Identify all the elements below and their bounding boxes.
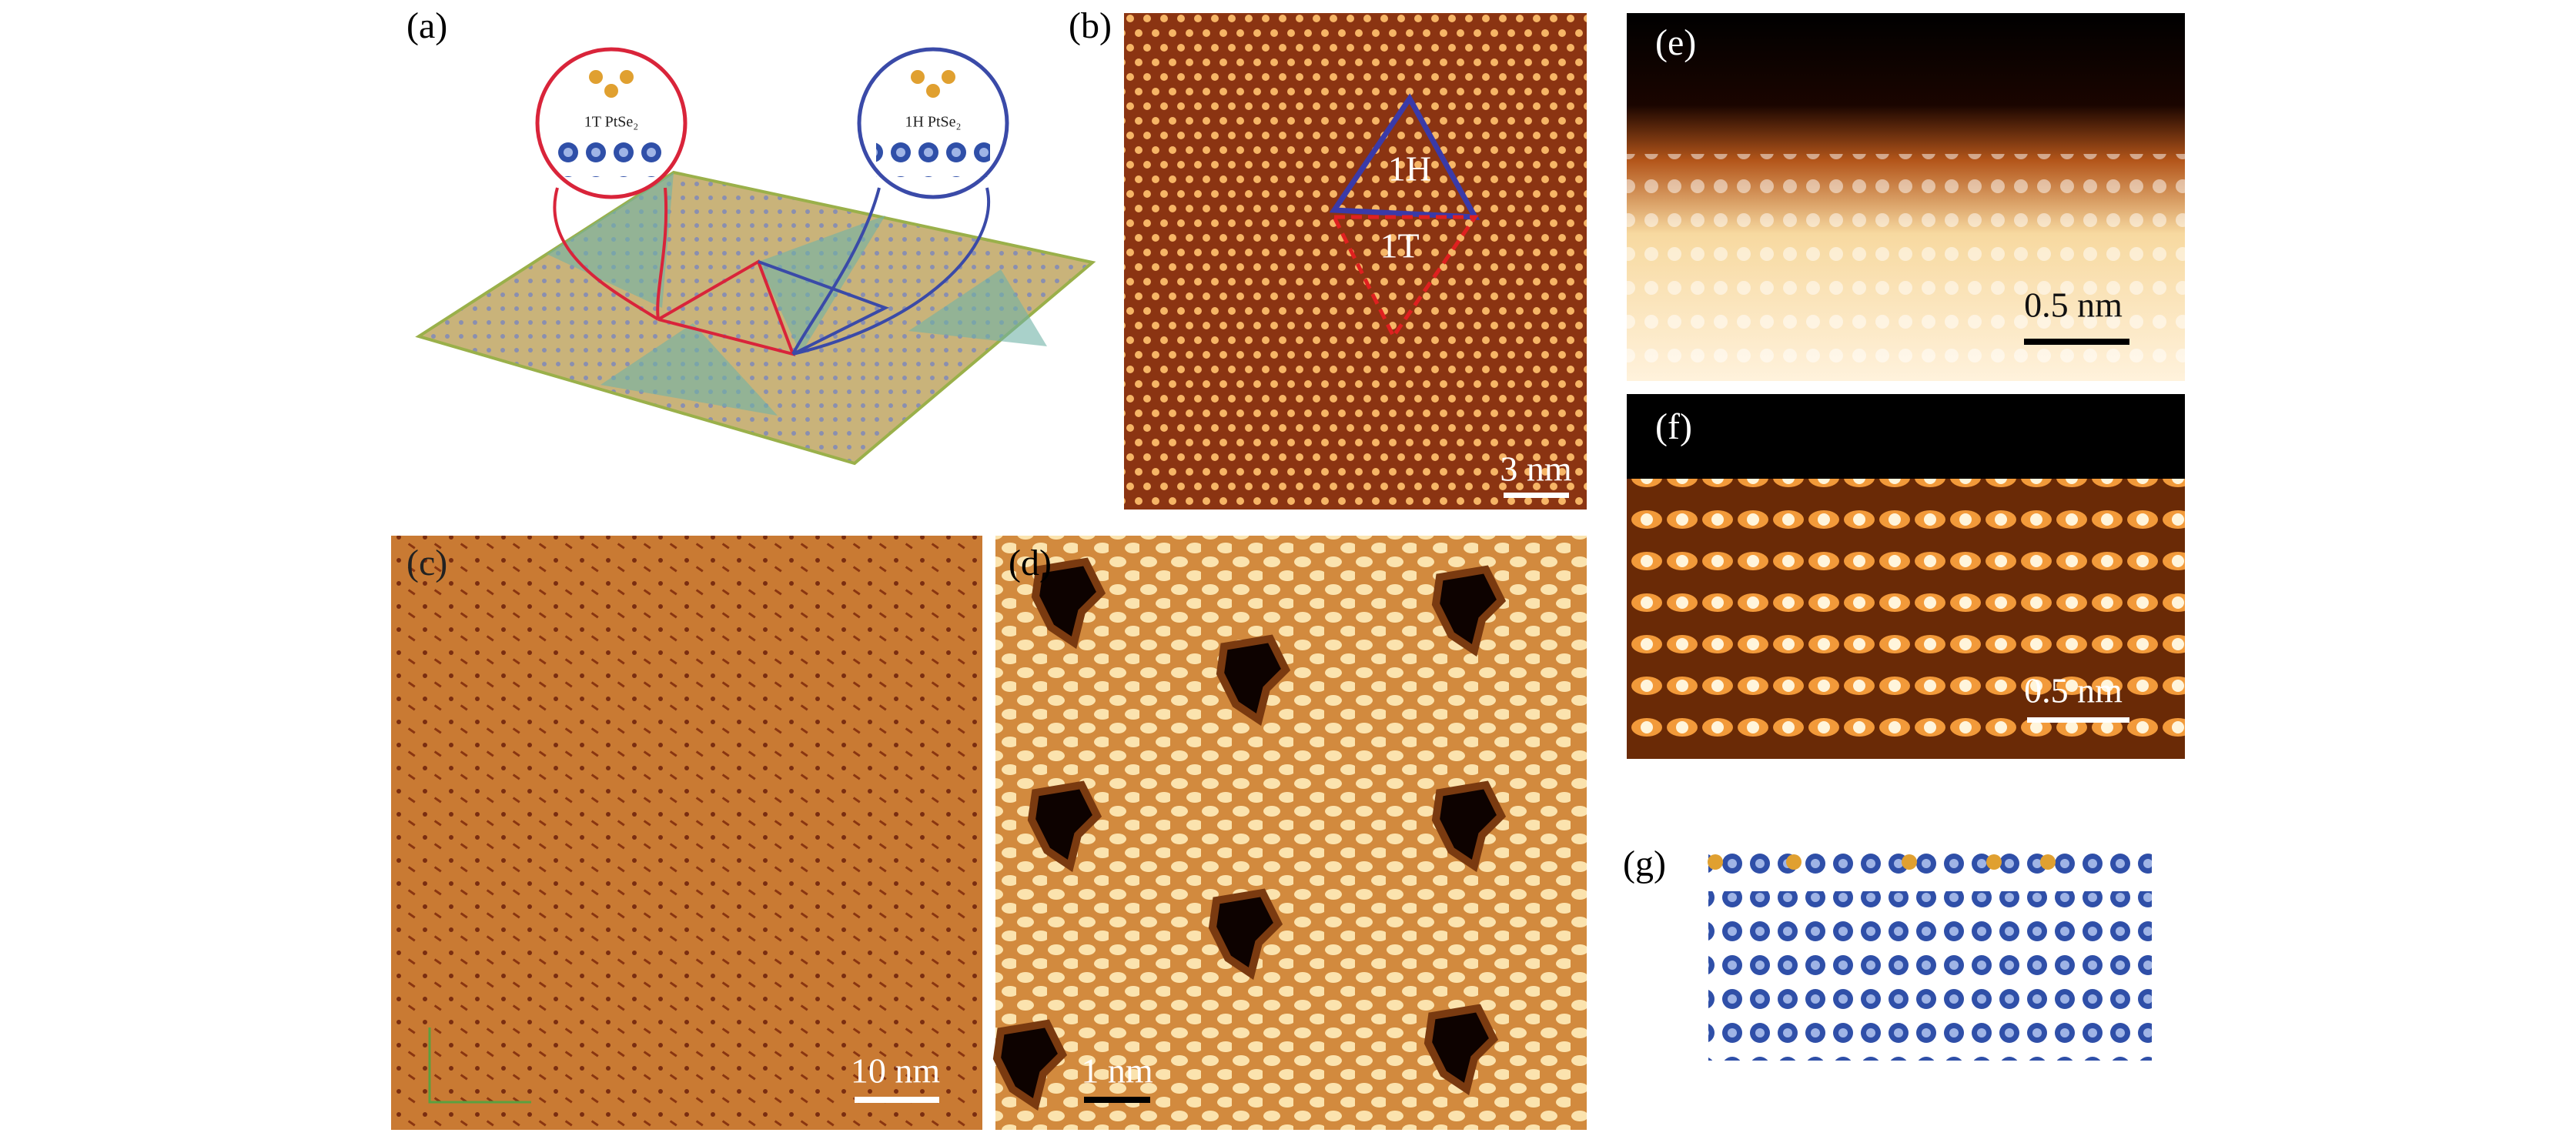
panel-label: (f) bbox=[1655, 406, 1692, 447]
scale-bar-label: 3 nm bbox=[1500, 449, 1572, 489]
panel-label: (c) bbox=[406, 543, 447, 583]
vacuum bbox=[1627, 394, 2185, 479]
scale-bar-label: 0.5 nm bbox=[2024, 286, 2123, 325]
panel-f: (f) 0.5 nm bbox=[1627, 394, 2185, 759]
triangle-1t bbox=[1330, 215, 1479, 340]
panel-c: (c) 10 nm bbox=[391, 536, 982, 1130]
panel-b: (b) 1H 1T 3 nm bbox=[1069, 5, 1587, 510]
scale-bar-label: 1 nm bbox=[1081, 1051, 1153, 1091]
panel-a: (a) 1T PtSe₂ 1H PtSe₂ bbox=[406, 5, 1096, 466]
atom-row bbox=[1708, 850, 2152, 884]
scale-bar bbox=[2027, 717, 2129, 723]
stm-image bbox=[1124, 13, 1587, 510]
stm-image bbox=[391, 536, 982, 1130]
axis-marker bbox=[428, 1027, 531, 1104]
substrate bbox=[554, 142, 668, 177]
scale-bar-label: 10 nm bbox=[851, 1051, 941, 1091]
domain bbox=[908, 269, 1047, 346]
domain bbox=[601, 323, 778, 416]
domain-outline bbox=[758, 260, 890, 356]
atoms bbox=[589, 70, 955, 98]
scale-bar bbox=[2024, 339, 2129, 345]
panel-label: (b) bbox=[1069, 5, 1112, 46]
panel-d: (d) 1 nm bbox=[992, 536, 1587, 1130]
triangle-1h bbox=[1329, 93, 1480, 220]
callout bbox=[553, 187, 668, 321]
panel-e: (e) 0.5 nm bbox=[1627, 13, 2185, 381]
region-label: 1H bbox=[1388, 149, 1431, 189]
domain bbox=[547, 172, 674, 308]
scale-bar bbox=[1084, 1097, 1150, 1103]
se-atoms bbox=[1708, 854, 2056, 870]
scale-bar bbox=[855, 1097, 939, 1103]
inset-label: 1T PtSe₂ bbox=[584, 114, 639, 131]
region-label: 1T bbox=[1380, 226, 1419, 266]
defects bbox=[992, 557, 1507, 1111]
panel-label: (a) bbox=[406, 5, 447, 46]
atom-lattice bbox=[1708, 891, 2152, 1061]
substrate bbox=[876, 142, 990, 177]
stem-texture bbox=[1627, 154, 2185, 381]
panel-g: (g) bbox=[1623, 844, 2152, 1061]
scale-bar bbox=[1504, 493, 1569, 498]
inset-label: 1H PtSe₂ bbox=[905, 114, 961, 131]
panel-label: (e) bbox=[1655, 22, 1696, 63]
callout bbox=[791, 187, 990, 356]
panel-label: (g) bbox=[1623, 844, 1666, 884]
panel-label: (d) bbox=[1009, 543, 1052, 583]
scale-bar-label: 0.5 nm bbox=[2024, 671, 2123, 710]
domain-outline bbox=[657, 259, 796, 356]
